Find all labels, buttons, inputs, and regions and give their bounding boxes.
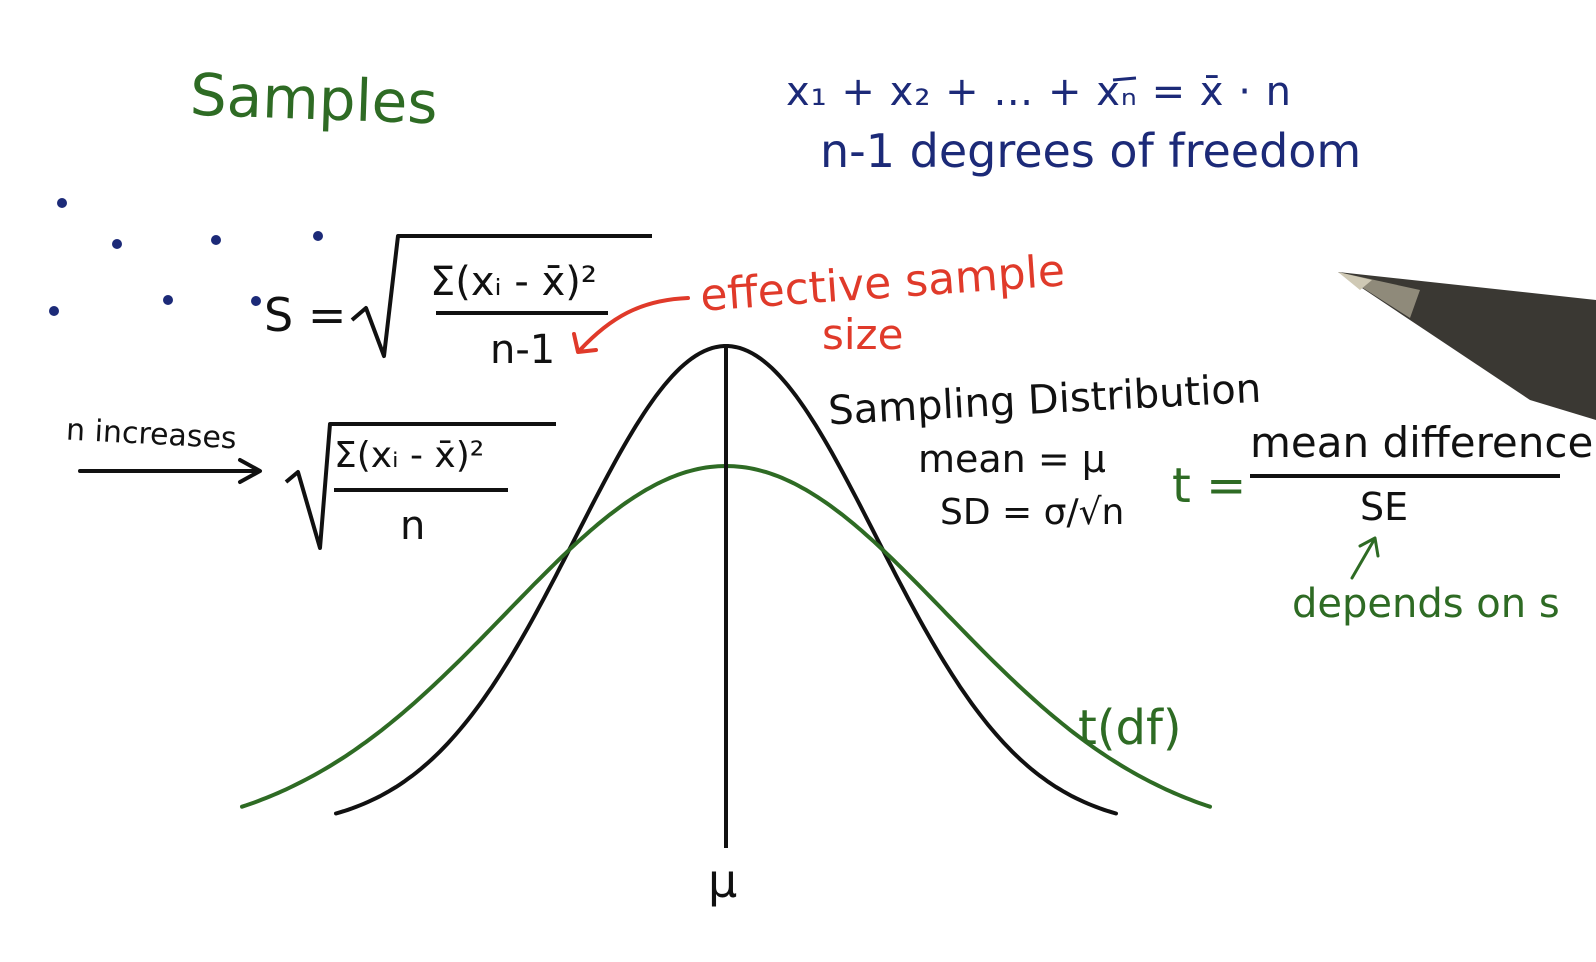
effective-arrow-line xyxy=(578,296,690,352)
sum-equation: x₁ + x₂ + … + xₙ = x̄ · n xyxy=(786,69,1292,115)
xbar-overline xyxy=(1112,76,1137,82)
sample-dot xyxy=(211,235,221,245)
sample-dot xyxy=(57,198,67,208)
n-increases-label: n increases xyxy=(65,412,238,457)
degrees-of-freedom: n-1 degrees of freedom xyxy=(820,124,1362,178)
sample-dot xyxy=(163,295,173,305)
effective-arrowhead xyxy=(572,332,598,354)
samples-title: Samples xyxy=(188,60,439,138)
depends-on-s-note: depends on s xyxy=(1292,581,1560,627)
t-numerator: mean difference xyxy=(1250,418,1594,467)
t-denominator: SE xyxy=(1360,485,1409,529)
n-increases-arrowhead xyxy=(238,458,262,484)
depends-arrow-line xyxy=(1350,538,1376,580)
sample-dot xyxy=(49,306,59,316)
pop-numerator: Σ(xᵢ - x̄)² xyxy=(334,435,485,476)
sample-dot xyxy=(112,239,122,249)
pop-denominator: n xyxy=(400,503,426,549)
pen-image xyxy=(1338,272,1596,420)
t-curve-label: t(df) xyxy=(1078,700,1182,756)
sampling-sd: SD = σ/√n xyxy=(940,492,1125,533)
mu-label: μ xyxy=(708,854,738,908)
pop-radical-sign xyxy=(284,422,556,550)
sample-dots xyxy=(49,198,323,316)
sample-dot xyxy=(313,231,323,241)
depends-arrowhead xyxy=(1358,536,1380,558)
sample-dot xyxy=(251,296,261,306)
effective-size-label: size xyxy=(822,310,904,359)
s-numerator: Σ(xᵢ - x̄)² xyxy=(430,259,597,305)
t-symbol: t = xyxy=(1172,458,1247,514)
sampling-mean: mean = μ xyxy=(918,437,1106,481)
s-symbol: S = xyxy=(264,288,347,342)
s-radical-sign xyxy=(350,234,652,358)
s-denominator: n-1 xyxy=(490,327,556,373)
